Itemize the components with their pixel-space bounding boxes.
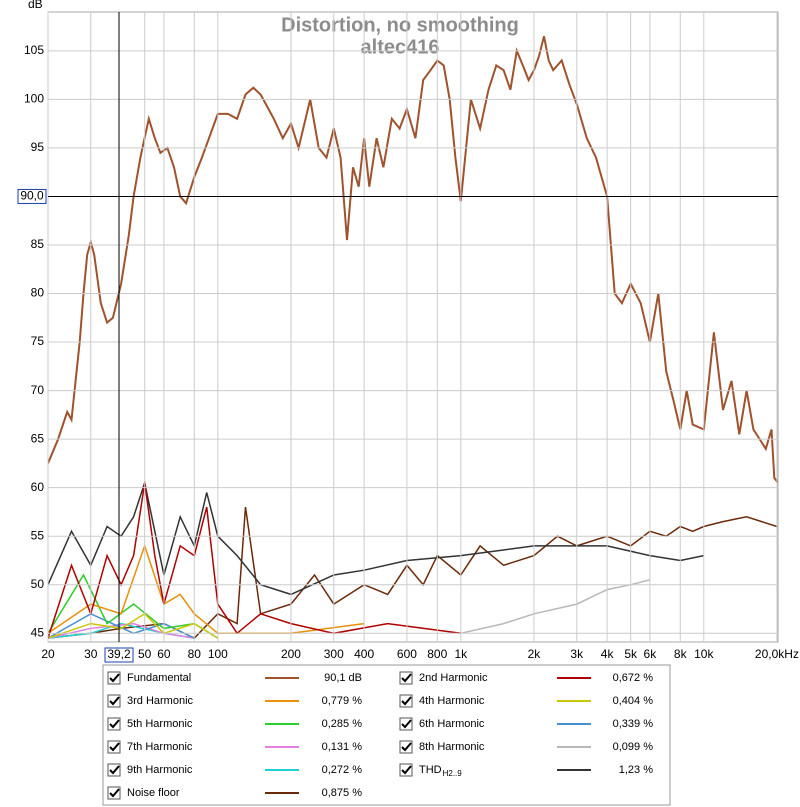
legend-value: 0,339 % [613,718,654,730]
x-tick-label: 20 [41,647,55,661]
legend-value: 0,672 % [613,672,654,684]
chart-title: Distortion, no smoothing [281,14,519,36]
legend-name: THD [419,764,442,776]
legend-value: 0,285 % [322,718,363,730]
y-axis-label: dB [28,0,43,11]
x-tick-label: 300 [324,647,344,661]
y-tick-label: 65 [31,431,45,445]
y-tick-label: 75 [31,334,45,348]
x-tick-label: 1k [454,647,468,661]
legend-name: 2nd Harmonic [419,672,488,684]
y-tick-label: 55 [31,528,45,542]
x-tick-label: 20,0kHz [755,647,799,661]
x-tick-label: 800 [427,647,447,661]
x-tick-label: 4k [601,647,615,661]
legend-check [401,673,412,683]
legend-value: 0,272 % [322,764,363,776]
legend-value: 90,1 dB [324,672,362,684]
legend-check [401,765,412,775]
cursor-label-box [17,188,47,204]
y-tick-label: 60 [31,480,45,494]
y-tick-label: 50 [31,577,45,591]
x-tick-label: 3k [570,647,584,661]
x-tick-label: 50 [138,647,152,661]
x-tick-label: 8k [674,647,688,661]
legend-name: 4th Harmonic [419,695,485,707]
legend-check [109,742,120,752]
x-tick-label: 100 [208,647,228,661]
legend-check [401,742,412,752]
x-tick-label: 600 [397,647,417,661]
legend-check [109,765,120,775]
legend-name: 5th Harmonic [127,718,193,730]
x-tick-label: 30 [84,647,98,661]
legend-value: 0,875 % [322,787,363,799]
legend-value: 0,404 % [613,695,654,707]
legend-check [401,696,412,706]
cursor-x-label: 39,2 [107,647,131,661]
legend-name: 7th Harmonic [127,741,193,753]
y-tick-label: 100 [24,92,44,106]
legend-name-sub: H2..9 [443,769,463,778]
cursor-y-label: 90,0 [20,189,44,203]
cursor-label-box [104,647,134,663]
legend-name: 6th Harmonic [419,718,485,730]
x-tick-label: 5k [624,647,638,661]
x-tick-label: 400 [354,647,374,661]
legend-check [401,719,412,729]
y-tick-label: 95 [31,140,45,154]
x-tick-label: 2k [528,647,542,661]
legend-name: 8th Harmonic [419,741,485,753]
y-tick-label: 80 [31,286,45,300]
legend-check [109,673,120,683]
legend-name: 3rd Harmonic [127,695,194,707]
chart-subtitle: altec416 [361,36,440,58]
legend-value: 0,779 % [322,695,363,707]
legend-check [109,696,120,706]
x-tick-label: 200 [281,647,301,661]
plot-area [47,11,779,643]
legend-name: 9th Harmonic [127,764,193,776]
y-tick-label: 70 [31,383,45,397]
legend-value: 1,23 % [619,764,653,776]
legend-check [109,788,120,798]
x-tick-label: 80 [188,647,202,661]
series-line [48,622,195,639]
y-tick-label: 85 [31,237,45,251]
legend-name: Noise floor [127,787,180,799]
legend-check [109,719,120,729]
legend-value: 0,131 % [322,741,363,753]
x-tick-label: 10k [694,647,714,661]
legend [102,664,671,806]
y-tick-label: 45 [31,625,45,639]
x-tick-label: 6k [644,647,658,661]
legend-value: 0,099 % [613,741,654,753]
y-tick-label: 105 [24,43,44,57]
x-tick-label: 60 [157,647,171,661]
legend-name: Fundamental [127,672,191,684]
